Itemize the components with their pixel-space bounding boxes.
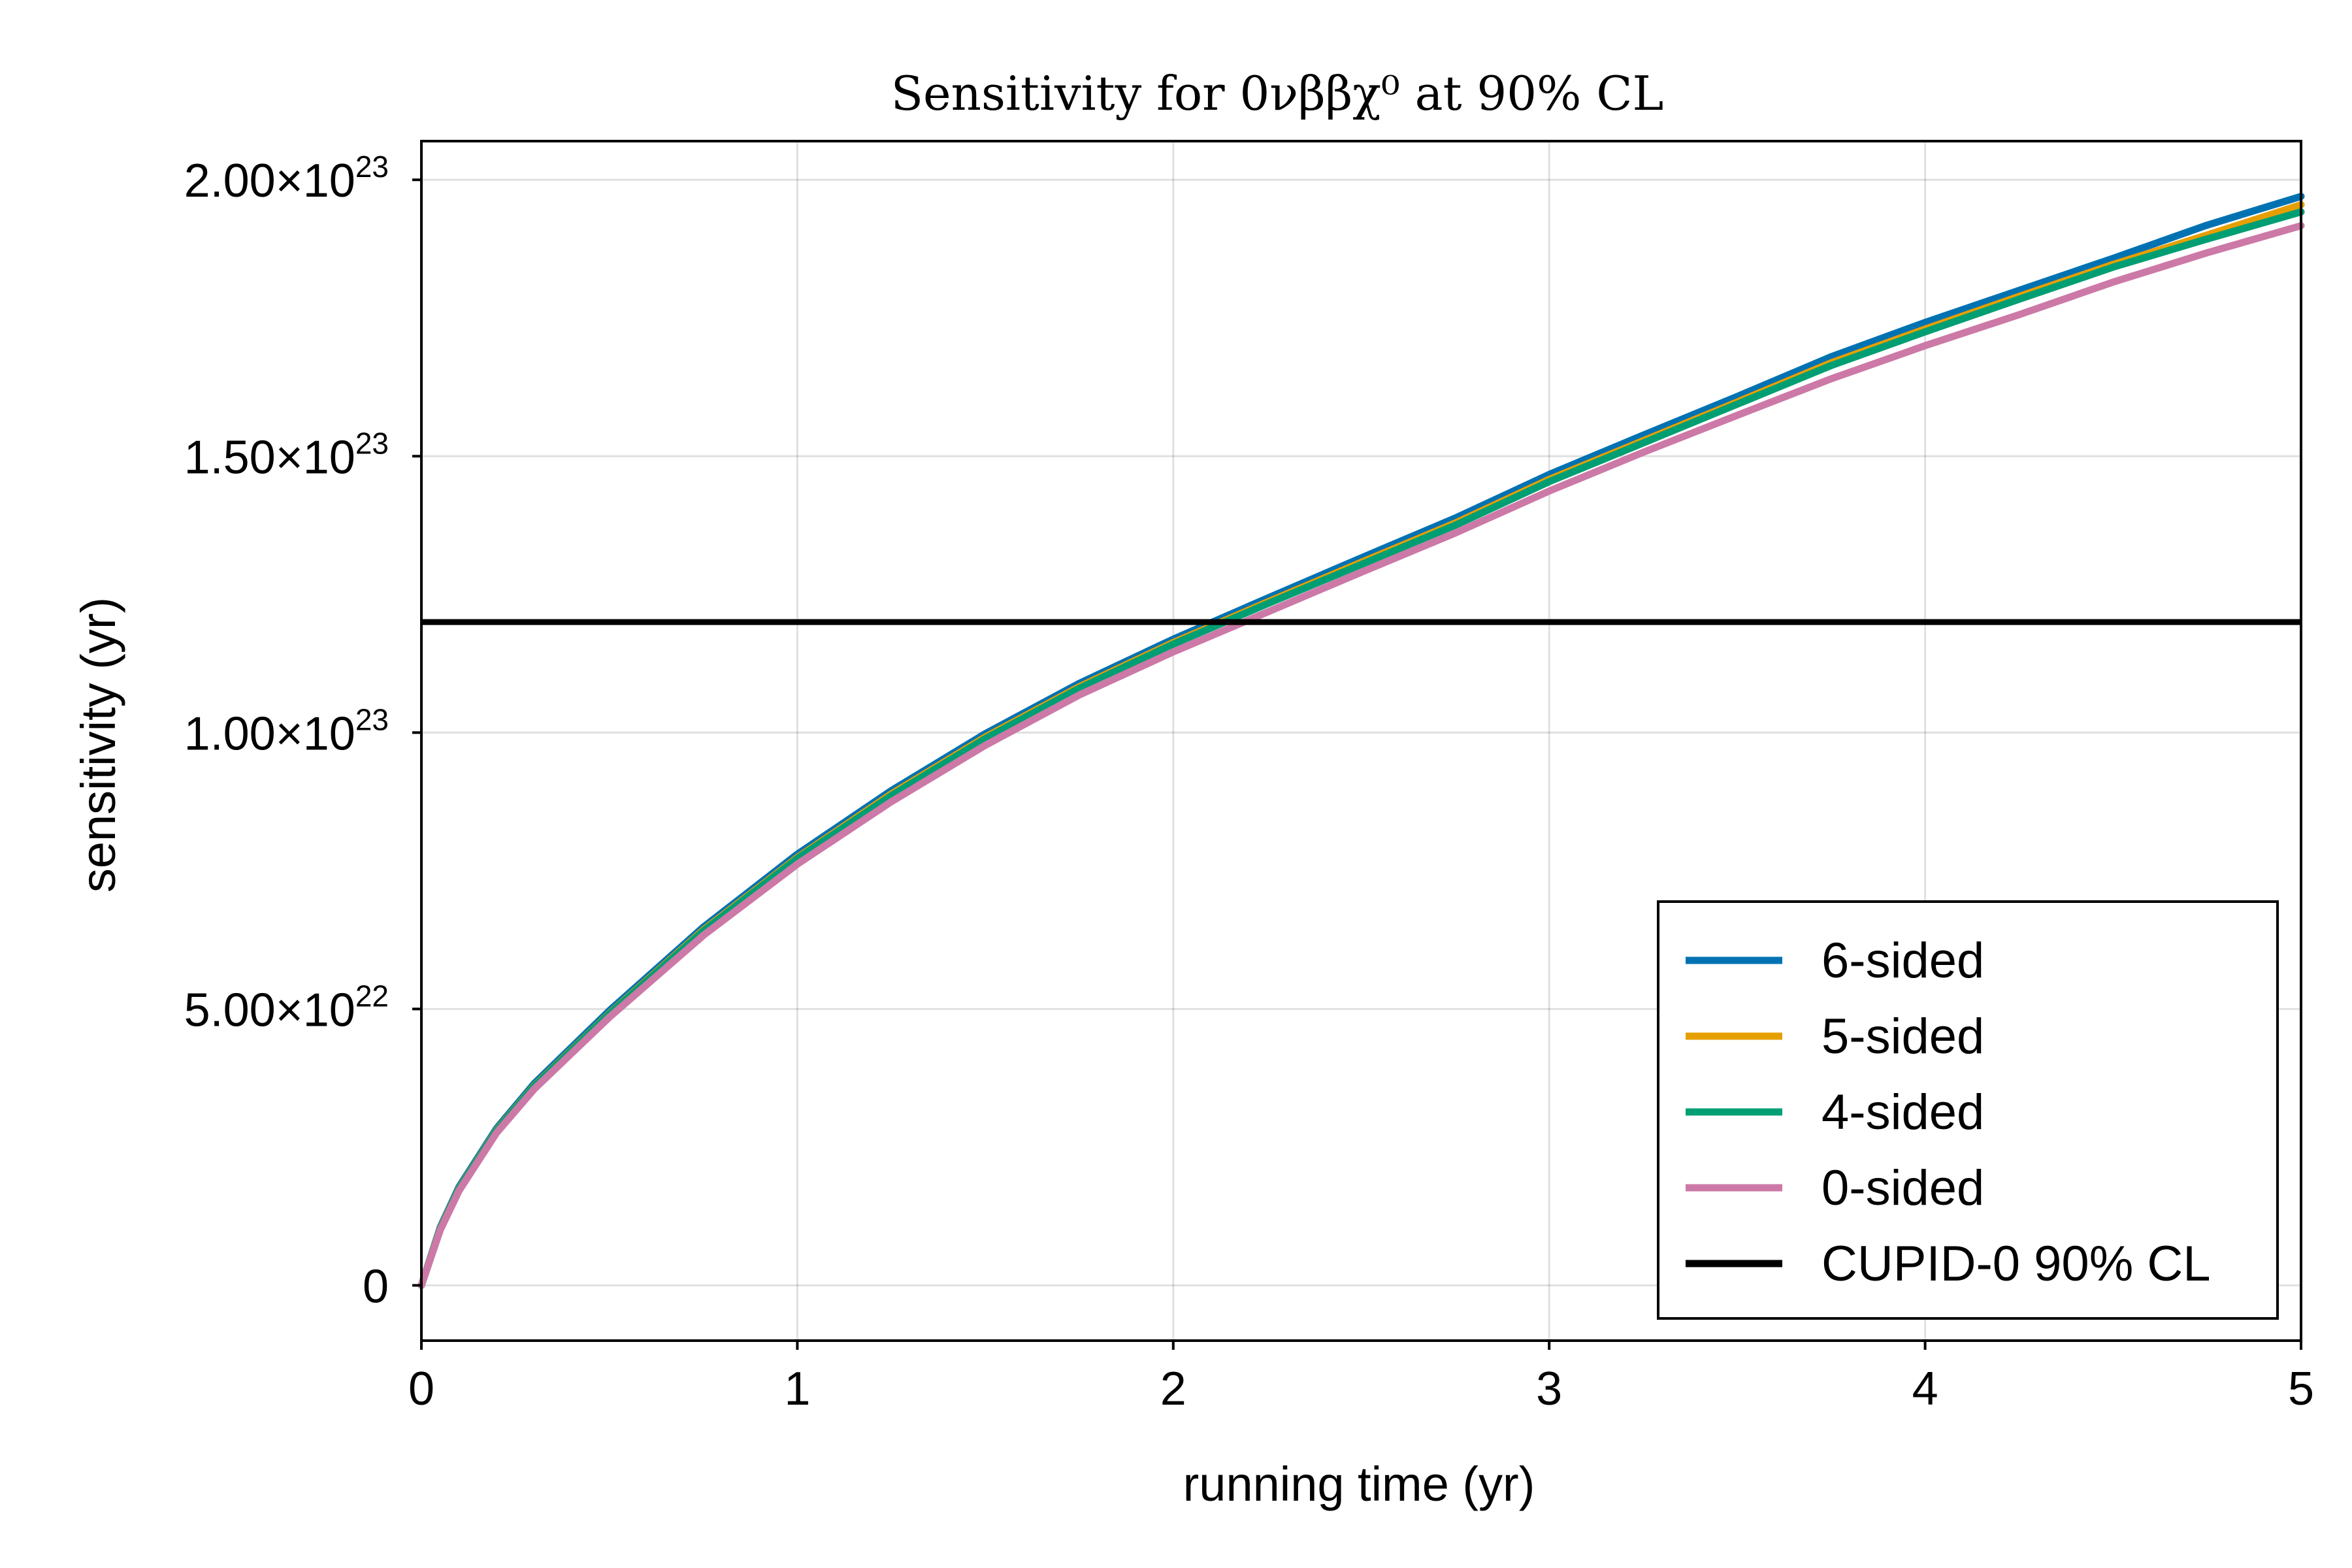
x-tick-label: 2	[1160, 1363, 1186, 1415]
y-tick-label: 2.00×1023	[184, 150, 389, 207]
plot-frame	[420, 140, 2302, 1342]
y-tick-label: 1.00×1023	[184, 702, 389, 760]
legend-label: 4-sided	[1821, 1085, 1984, 1140]
y-tick-label: 1.50×1023	[184, 426, 389, 483]
x-tick-label: 1	[784, 1363, 810, 1415]
x-axis-label: running time (yr)	[1183, 1457, 1535, 1511]
legend-label: CUPID-0 90% CL	[1821, 1236, 2211, 1292]
y-tick-label: 0	[363, 1260, 389, 1313]
x-tick-label: 5	[2288, 1363, 2314, 1415]
x-tick-label: 3	[1536, 1363, 1562, 1415]
legend-label: 6-sided	[1821, 933, 1984, 988]
x-tick-label: 4	[1912, 1363, 1938, 1415]
y-axis-ticks: 0 5.00×1022 1.00×1023 1.50×1023 2.00×1023	[184, 150, 421, 1313]
series-line-0-sided	[417, 222, 2305, 1289]
x-axis-ticks: 0 1 2 3 4 5	[408, 1341, 2314, 1415]
chart-title: Sensitivity for 0νββχ⁰ at 90% CL	[891, 66, 1664, 121]
y-axis-label: sensitivity (yr)	[71, 597, 125, 892]
y-tick-label: 5.00×1022	[184, 979, 389, 1036]
legend-label: 5-sided	[1821, 1009, 1984, 1064]
legend: 6-sided 5-sided 4-sided 0-sided CUPID-0 90% …	[1657, 900, 2279, 1320]
legend-label: 0-sided	[1821, 1160, 1984, 1216]
x-tick-label: 0	[408, 1363, 434, 1415]
